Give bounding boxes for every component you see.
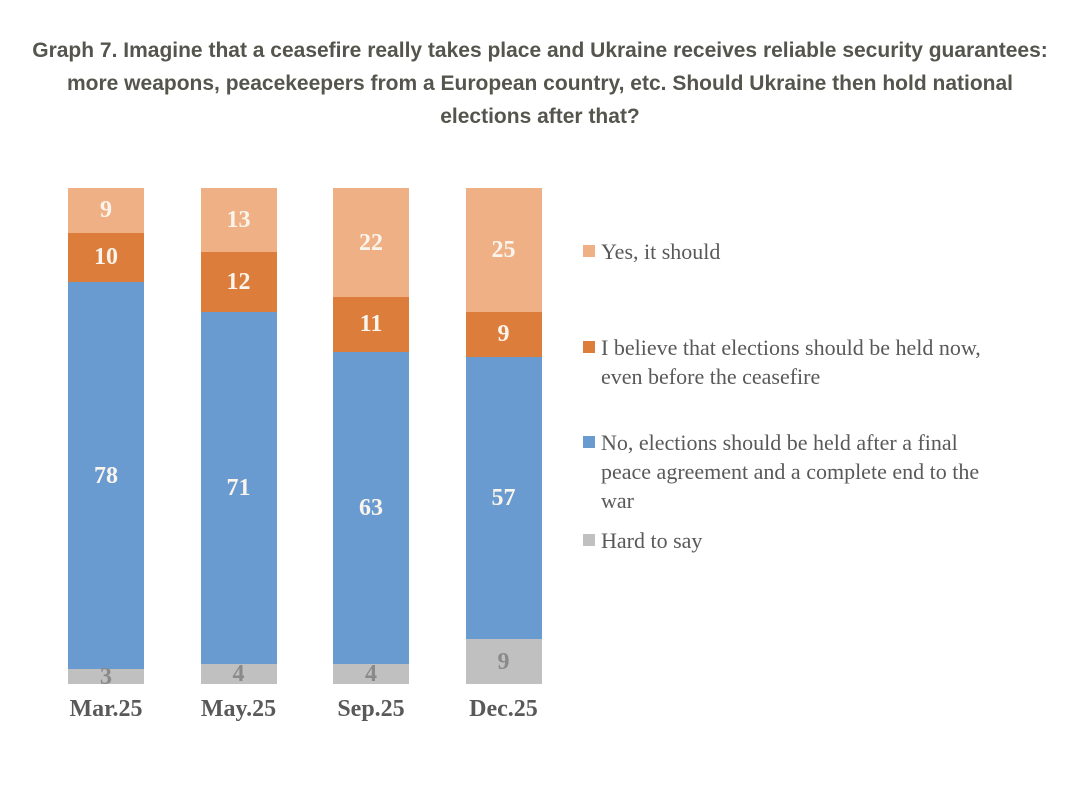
bar-segment: 4 <box>200 661 277 688</box>
segment-value-label: 12 <box>226 269 251 296</box>
bar-segment: 12 <box>200 252 277 312</box>
bar-segment: 13 <box>200 188 277 253</box>
bar-segment: 57 <box>465 356 542 640</box>
legend-item: I believe that elections should be held … <box>583 333 981 391</box>
bar-segment: 9 <box>465 312 542 357</box>
legend-label: Hard to say <box>601 528 703 553</box>
segment-value-label: 3 <box>100 663 112 690</box>
segment-value-label: 10 <box>94 244 118 271</box>
x-axis-label: Mar.25 <box>69 696 143 722</box>
bar-segment: 9 <box>68 188 144 233</box>
bar-segment: 11 <box>333 297 409 352</box>
bar: 13 12 71 4 <box>200 188 277 688</box>
chart-title: Graph 7. Imagine that a ceasefire really… <box>32 39 1048 128</box>
segment-value-label: 4 <box>365 661 377 688</box>
bar-segment: 78 <box>68 282 144 670</box>
x-axis-label: Dec.25 <box>469 696 538 722</box>
x-axis-label: May.25 <box>200 696 277 722</box>
segment-value-label: 71 <box>226 475 251 502</box>
legend-item: Yes, it should <box>583 237 720 266</box>
bar-segment: 3 <box>68 665 144 689</box>
segment-value-label: 4 <box>232 661 245 688</box>
bar-segment: 10 <box>68 232 144 283</box>
legend-swatch-icon <box>583 436 595 448</box>
segment-value-label: 13 <box>226 207 251 234</box>
legend-item: No, elections should be held after a fin… <box>583 428 979 515</box>
segment-value-label: 9 <box>497 648 510 675</box>
bar: 22 11 63 4 <box>333 188 409 688</box>
legend-swatch-icon <box>583 534 595 546</box>
bar-segment: 25 <box>465 188 542 312</box>
legend-label: Yes, it should <box>601 239 721 264</box>
bar-segment: 71 <box>200 311 277 665</box>
bar: 25 9 57 9 <box>465 188 542 684</box>
segment-value-label: 63 <box>359 494 383 521</box>
bar: 9 10 78 3 <box>68 188 144 689</box>
legend-item: Hard to say <box>583 526 702 555</box>
segment-value-label: 11 <box>359 311 383 338</box>
segment-value-label: 78 <box>94 462 118 489</box>
legend-swatch-icon <box>583 245 595 257</box>
bar-segment: 9 <box>465 639 542 684</box>
legend-label: No, elections should be held after a fin… <box>601 430 980 513</box>
segment-value-label: 22 <box>359 229 383 256</box>
segment-value-label: 57 <box>491 484 516 511</box>
bar-segment: 22 <box>333 188 409 298</box>
bar-segment: 4 <box>333 661 409 688</box>
segment-value-label: 9 <box>100 197 112 224</box>
legend-label: I believe that elections should be held … <box>601 335 981 389</box>
bar-segment: 63 <box>333 351 409 665</box>
segment-value-label: 9 <box>497 321 510 348</box>
segment-value-label: 25 <box>491 237 516 263</box>
x-axis-label: Sep.25 <box>337 696 405 722</box>
legend-swatch-icon <box>583 341 595 353</box>
